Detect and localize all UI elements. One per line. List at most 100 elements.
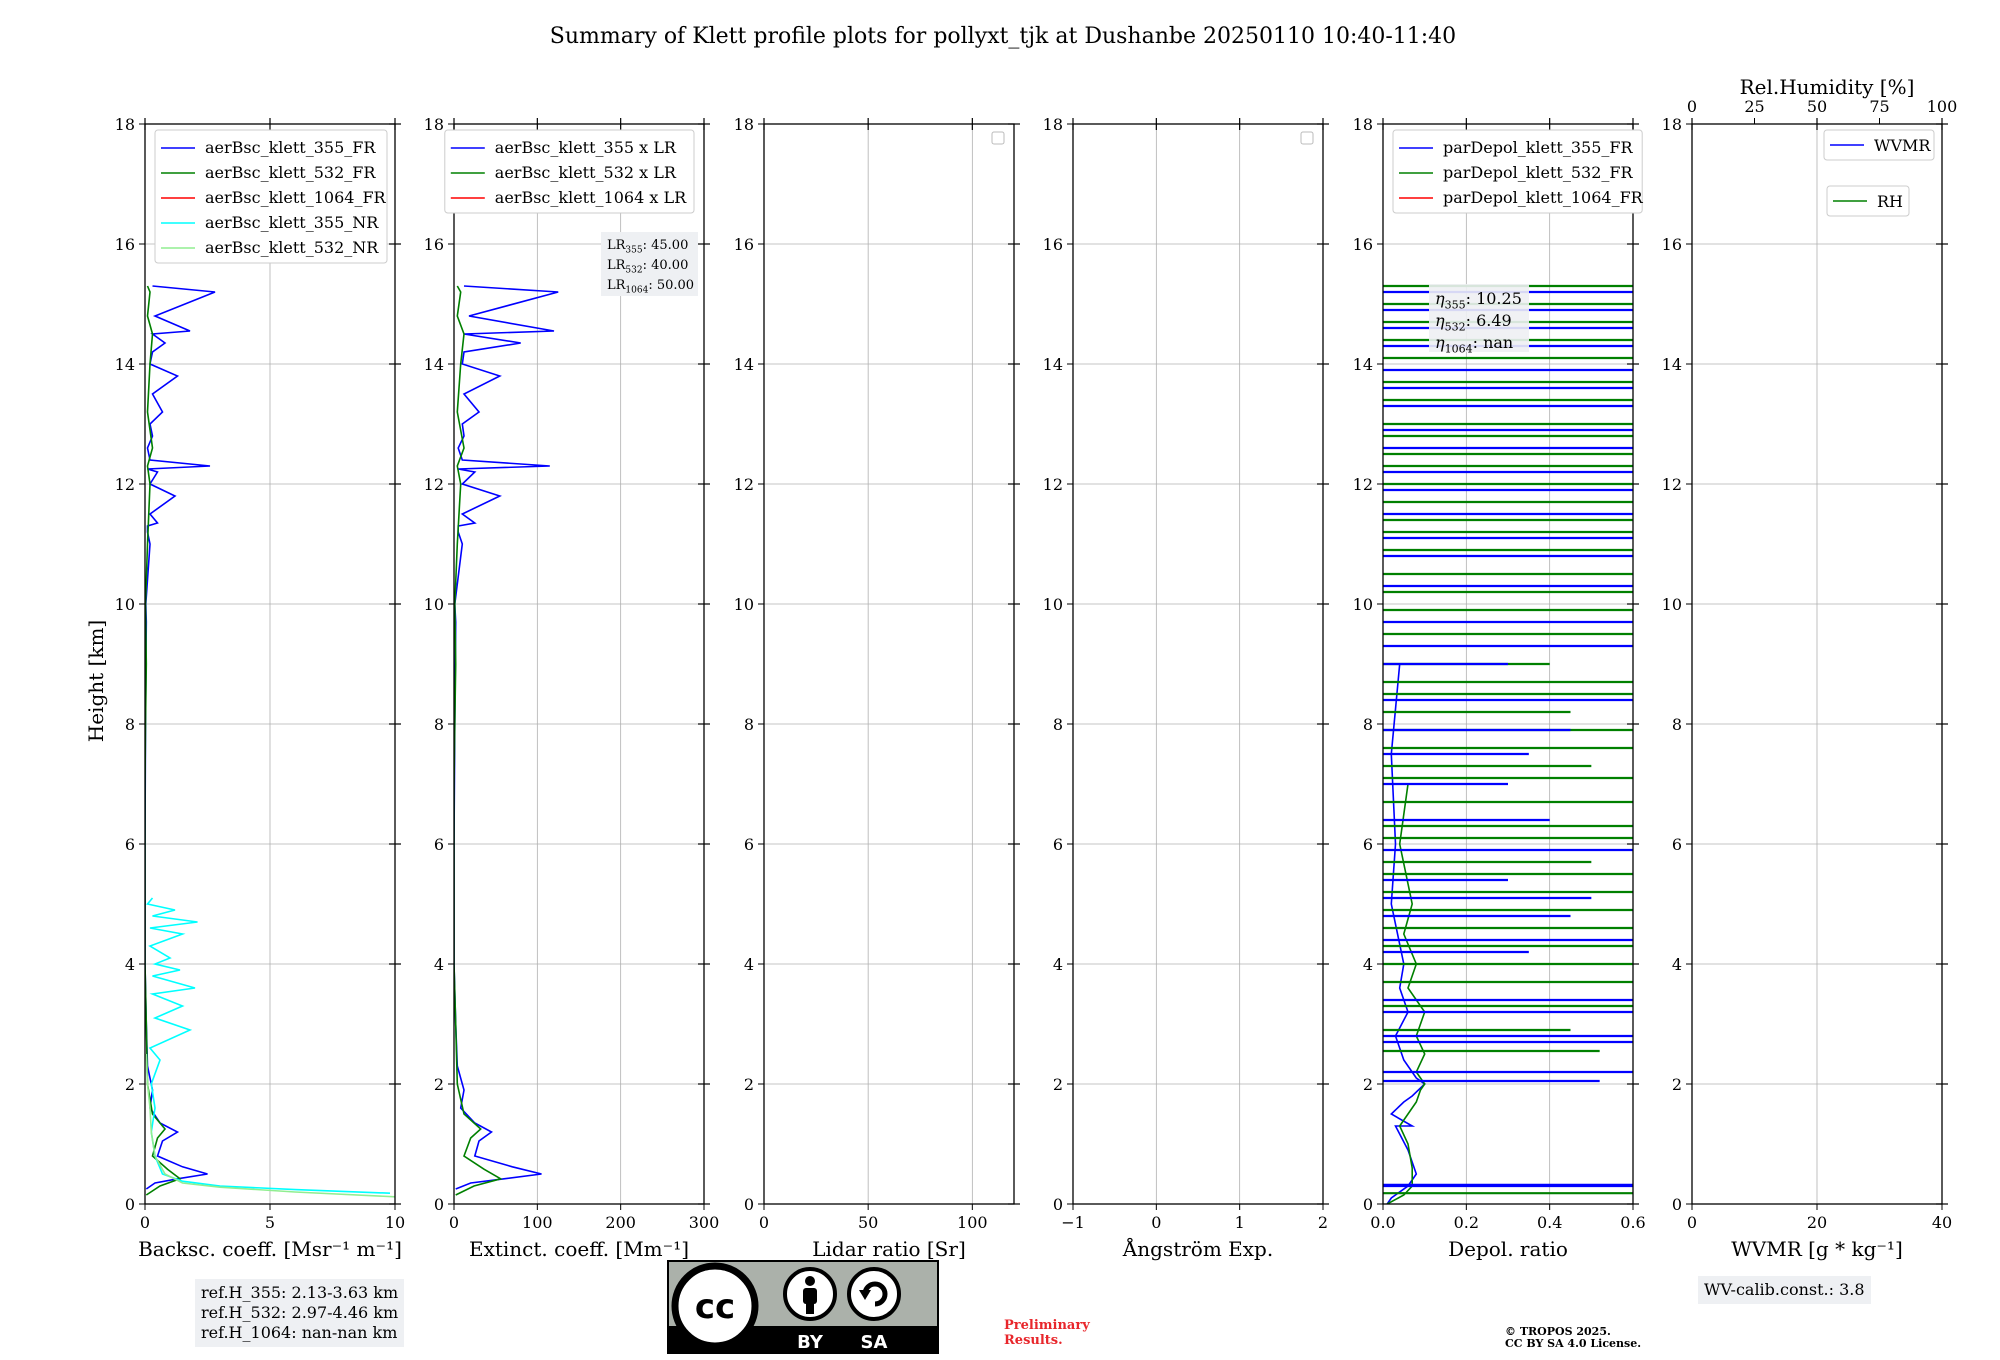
x-tick-label: 0: [140, 1213, 150, 1232]
x-tick-label: 300: [689, 1213, 720, 1232]
wv-calib-text: WV-calib.const.: 3.8: [1704, 1280, 1865, 1299]
y-tick-label: 8: [125, 715, 135, 734]
y-tick-label: 4: [1363, 955, 1373, 974]
y-tick-label: 16: [1662, 235, 1682, 254]
y-tick-label: 8: [1053, 715, 1063, 734]
legend-label: aerBsc_klett_532_FR: [205, 163, 376, 182]
x-tick-label: 100: [957, 1213, 988, 1232]
x-tick-label: −1: [1061, 1213, 1085, 1232]
eta-info-line: η355: 10.25: [1435, 289, 1522, 311]
y-tick-label: 10: [424, 595, 444, 614]
y-tick-label: 6: [1672, 835, 1682, 854]
series-line-parDepol_klett_532_FR: [1386, 783, 1426, 1204]
legend-label: RH: [1877, 192, 1903, 211]
y-tick-label: 14: [424, 355, 444, 374]
y-tick-label: 4: [1672, 955, 1682, 974]
x-tick-label: 1: [1235, 1213, 1245, 1232]
y-tick-label: 0: [125, 1195, 135, 1214]
copyright-line-2: CC BY SA 4.0 License.: [1505, 1337, 1642, 1350]
top-x-tick-label: 50: [1807, 97, 1827, 116]
y-tick-label: 6: [125, 835, 135, 854]
y-tick-label: 16: [734, 235, 754, 254]
y-tick-label: 12: [115, 475, 135, 494]
y-tick-label: 4: [744, 955, 754, 974]
panel-lidar_ratio: 0 2 4 6 8 10 12 14 16 18 0 50 100 Lidar ratio [Sr]: [734, 115, 1020, 1261]
x-tick-label: 50: [858, 1213, 878, 1232]
empty-legend-box: [1300, 131, 1314, 145]
legend-box-RH: [1826, 185, 1910, 217]
legend-label: aerBsc_klett_532_NR: [205, 238, 379, 257]
copyright-note: © TROPOS 2025. CC BY SA 4.0 License.: [1505, 1326, 1641, 1350]
y-tick-label: 12: [424, 475, 444, 494]
y-tick-label: 10: [1043, 595, 1063, 614]
y-tick-label: 8: [1363, 715, 1373, 734]
x-tick-label: 0: [1151, 1213, 1161, 1232]
legend-label: WVMR: [1874, 136, 1931, 155]
y-tick-label: 12: [1353, 475, 1373, 494]
y-tick-label: 14: [1043, 355, 1063, 374]
y-tick-label: 16: [1353, 235, 1373, 254]
figure-title: Summary of Klett profile plots for polly…: [550, 24, 1456, 49]
y-tick-label: 6: [744, 835, 754, 854]
x-axis-label: Extinct. coeff. [Mm⁻¹]: [469, 1237, 689, 1261]
by-label: BY: [797, 1332, 824, 1353]
top-x-tick-label: 25: [1744, 97, 1764, 116]
y-tick-label: 18: [115, 115, 135, 134]
lidar-ratio-info-line: LR355: 45.00: [607, 238, 688, 256]
y-tick-label: 2: [434, 1075, 444, 1094]
legend-label: aerBsc_klett_355 x LR: [495, 138, 677, 157]
axes-frame: [763, 123, 1015, 1205]
axes-frame: [453, 123, 705, 1205]
lidar-ratio-info-line: LR1064: 50.00: [607, 278, 694, 296]
preliminary-line-1: Preliminary: [1004, 1318, 1090, 1333]
x-tick-label: 2: [1318, 1213, 1328, 1232]
x-tick-label: 0.6: [1620, 1213, 1645, 1232]
y-tick-label: 18: [734, 115, 754, 134]
legend-label: parDepol_klett_1064_FR: [1443, 188, 1644, 207]
y-tick-label: 14: [115, 355, 135, 374]
y-tick-label: 0: [1672, 1195, 1682, 1214]
x-axis-label: Ångström Exp.: [1122, 1236, 1273, 1261]
y-tick-label: 6: [434, 835, 444, 854]
top-x-tick-label: 75: [1869, 97, 1889, 116]
x-tick-label: 0: [1687, 1213, 1697, 1232]
x-tick-label: 0.4: [1537, 1213, 1562, 1232]
y-tick-label: 18: [1662, 115, 1682, 134]
series-line-parDepol_klett_355_FR: [1386, 663, 1426, 1204]
lidar-ratio-info-line: LR532: 40.00: [607, 258, 688, 276]
y-tick-label: 4: [1053, 955, 1063, 974]
y-axis-label: Height [km]: [84, 620, 108, 742]
y-tick-label: 6: [1363, 835, 1373, 854]
x-tick-label: 0: [759, 1213, 769, 1232]
y-tick-label: 18: [424, 115, 444, 134]
x-tick-label: 0.0: [1370, 1213, 1395, 1232]
eta-info-line: η532: 6.49: [1435, 311, 1512, 333]
cc-letters: cc: [695, 1287, 735, 1327]
series-line-aerBsc_klett_532_FR: [145, 285, 182, 1196]
sa-share-alike-icon: [847, 1267, 901, 1321]
y-tick-label: 16: [424, 235, 444, 254]
panel-backscatter: 0 2 4 6 8 10 12 14 16 18 0 5 10 Backsc. coeff. [Msr⁻¹…: [115, 115, 406, 1261]
legend-box: [1392, 129, 1643, 214]
y-tick-label: 12: [1662, 475, 1682, 494]
axes-frame: [1382, 123, 1634, 1205]
copyright-line-1: © TROPOS 2025.: [1505, 1325, 1611, 1338]
preliminary-line-2: Results.: [1004, 1333, 1063, 1348]
ref-height-355: ref.H_355: 2.13-3.63 km: [201, 1283, 399, 1302]
legend-label: parDepol_klett_355_FR: [1443, 138, 1634, 157]
legend-label: aerBsc_klett_355_FR: [205, 138, 376, 157]
y-tick-label: 0: [1363, 1195, 1373, 1214]
wv-calib-box: WV-calib.const.: 3.8: [1698, 1276, 1871, 1304]
cc-by-sa-license-badge: cc BY SA: [667, 1260, 939, 1354]
x-tick-label: 100: [522, 1213, 553, 1232]
axes-frame: [144, 123, 396, 1205]
ref-height-1064: ref.H_1064: nan-nan km: [201, 1323, 398, 1342]
x-tick-label: 200: [605, 1213, 636, 1232]
series-group: [1383, 284, 1633, 1204]
y-tick-label: 2: [744, 1075, 754, 1094]
panel-depol: 0 2 4 6 8 10 12 14 16 18 0.0 0.2 0.4 0.6 Depol. ratio p…: [1353, 115, 1646, 1261]
top-x-tick-label: 0: [1687, 97, 1697, 116]
